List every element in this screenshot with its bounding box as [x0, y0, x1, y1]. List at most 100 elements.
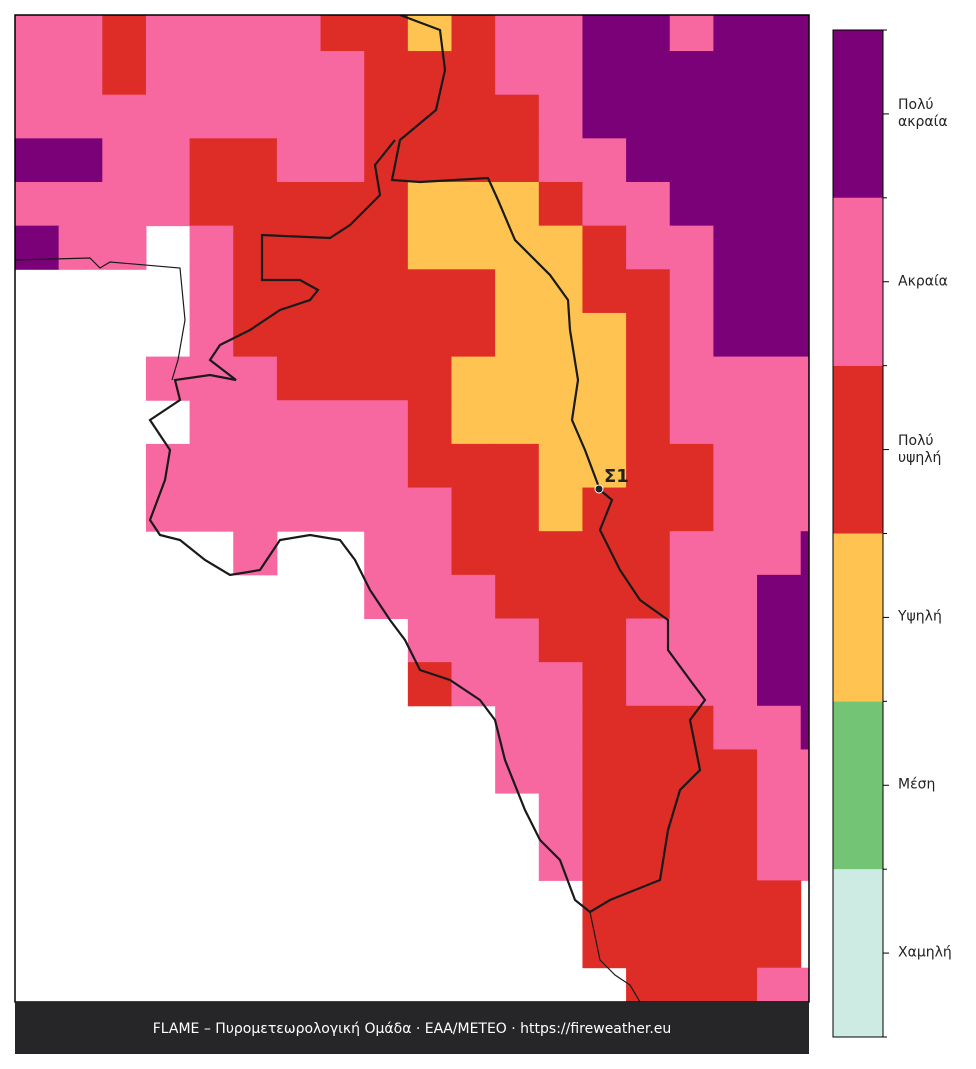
grid-cell [320, 138, 365, 183]
grid-cell [582, 574, 627, 619]
grid-cell [538, 51, 583, 96]
grid-cell [233, 225, 278, 270]
grid-cell [276, 443, 322, 489]
grid-cell [757, 400, 802, 445]
grid-cell [407, 15, 452, 52]
borders [15, 15, 707, 1002]
grid-cell [538, 312, 583, 358]
grid-cell [58, 138, 103, 183]
colorbar-segment [833, 365, 883, 534]
grid-cell [364, 487, 409, 532]
grid-cell [233, 138, 278, 183]
grid-cell [233, 15, 278, 52]
grid-cell [320, 182, 365, 227]
grid-cell [713, 705, 758, 750]
grid-cell [276, 269, 322, 314]
grid-cell [451, 269, 496, 314]
grid-cell [145, 51, 191, 96]
colorbar-segment [833, 533, 883, 702]
grid-cell [538, 531, 583, 576]
grid-cell [713, 487, 758, 532]
grid-cell [495, 487, 540, 532]
colorbar-segment [833, 197, 883, 366]
grid-cell [626, 924, 671, 969]
grid-cell [102, 138, 147, 183]
grid-cell [233, 487, 278, 532]
legend-label: Μέση [898, 776, 936, 793]
grid-cell [189, 312, 234, 358]
grid-cell [189, 487, 234, 532]
grid-cell [538, 182, 583, 227]
grid-cell [713, 880, 758, 925]
grid-cell [320, 15, 365, 52]
grid-cell [582, 312, 627, 358]
grid-cell [364, 531, 409, 576]
grid-cell [800, 443, 809, 489]
grid-cell [800, 749, 809, 794]
grid-cell [276, 400, 322, 445]
grid-cell [451, 618, 496, 663]
grid-cell [800, 356, 809, 401]
grid-cell [320, 94, 365, 139]
grid-cell [713, 443, 758, 489]
grid-cell [757, 880, 802, 925]
grid-cell [626, 705, 671, 750]
grid-cell [407, 443, 452, 489]
grid-cell [407, 312, 452, 358]
grid-cell [145, 138, 191, 183]
grid-cell [145, 15, 191, 52]
grid-cell [495, 225, 540, 270]
grid-cell [495, 15, 540, 52]
grid-cell [451, 400, 496, 445]
grid-cell [15, 15, 60, 52]
grid-cell [757, 94, 802, 139]
grid-cell [407, 269, 452, 314]
legend-label: Πολύ ακραία [898, 96, 948, 130]
grid-cell [102, 94, 147, 139]
grid-cell [800, 400, 809, 445]
grid-cell [757, 51, 802, 96]
grid-cell [15, 182, 60, 227]
grid-cell [582, 94, 627, 139]
grid-cell [626, 225, 671, 270]
grid-cell [582, 662, 627, 707]
grid-cell [538, 662, 583, 707]
grid-cell [800, 487, 809, 532]
grid-cell [713, 618, 758, 663]
grid-cell [669, 400, 714, 445]
grid-cell [58, 94, 103, 139]
grid-cell [451, 94, 496, 139]
grid-cell [669, 15, 714, 52]
grid-cell [495, 705, 540, 750]
grid-cell [233, 51, 278, 96]
grid-cell [364, 443, 409, 489]
colorbar-segment [833, 869, 883, 1037]
grid-cell [713, 574, 758, 619]
grid-cell [407, 400, 452, 445]
grid-cell [276, 138, 322, 183]
grid-cell [451, 182, 496, 227]
grid-cell [58, 51, 103, 96]
grid-cell [407, 138, 452, 183]
grid-cell [800, 312, 809, 358]
grid-cell [189, 94, 234, 139]
grid-cell [538, 138, 583, 183]
grid-cell [582, 793, 627, 838]
grid-cell [451, 15, 496, 52]
grid-cell [626, 138, 671, 183]
grid-cell [538, 443, 583, 489]
grid-cell [233, 269, 278, 314]
grid-cell [364, 51, 409, 96]
grid-cell [233, 94, 278, 139]
grid-cell [626, 749, 671, 794]
grid-cell [713, 662, 758, 707]
grid-cell [626, 880, 671, 925]
colorbar-frame [832, 29, 884, 1038]
grid-cell [669, 138, 714, 183]
grid [15, 15, 809, 1002]
grid-cell [713, 749, 758, 794]
grid-cell [451, 138, 496, 183]
grid-cell [626, 487, 671, 532]
grid-cell [713, 400, 758, 445]
grid-cell [451, 225, 496, 270]
